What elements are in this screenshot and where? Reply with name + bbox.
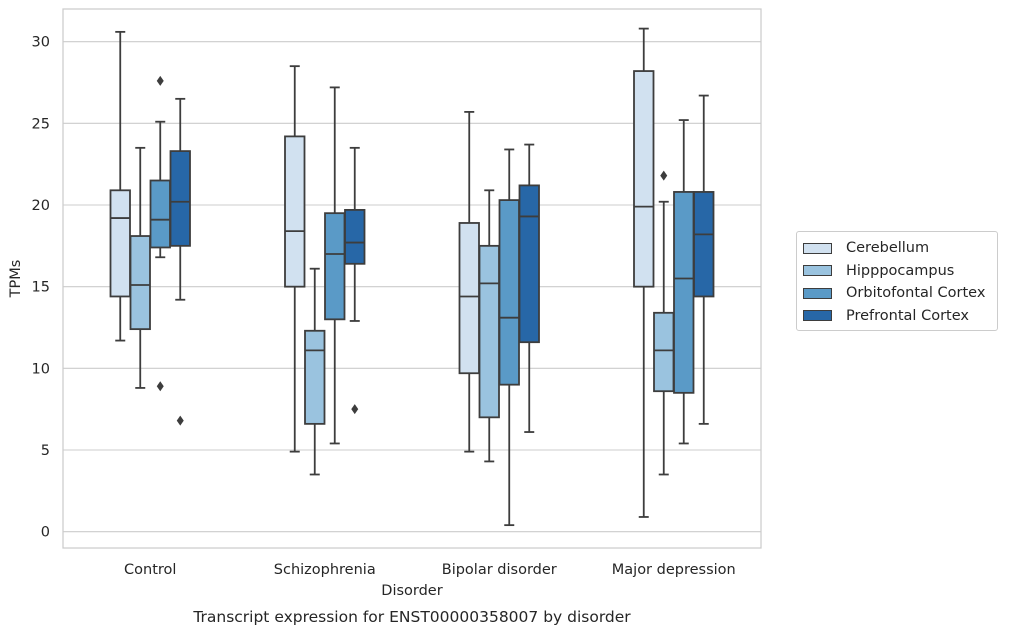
box-group	[324, 86, 346, 445]
box-iqr	[458, 222, 480, 375]
legend: Cerebellum Hipppocampus Orbitofontal Cor…	[796, 231, 998, 331]
y-axis-label: TPMs	[8, 260, 24, 299]
y-tick-label: 25	[32, 116, 50, 132]
box-group	[478, 189, 500, 463]
legend-label-orbitofrontal-cortex: Orbitofontal Cortex	[846, 285, 986, 302]
box-iqr	[324, 212, 346, 321]
box-group	[304, 267, 326, 476]
box-iqr	[109, 189, 131, 298]
legend-swatch-prefrontal-cortex	[803, 310, 832, 322]
box-group	[458, 111, 480, 453]
box-group	[169, 97, 191, 426]
box-group	[653, 170, 675, 476]
legend-label-prefrontal-cortex: Prefrontal Cortex	[846, 307, 969, 324]
box-group	[149, 75, 171, 392]
box-iqr	[149, 179, 171, 249]
outlier-point	[156, 75, 164, 86]
outlier-point	[156, 381, 164, 392]
box-group	[693, 94, 715, 425]
x-tick-label: Major depression	[612, 562, 736, 578]
box-group	[673, 119, 695, 445]
y-tick-label: 30	[32, 35, 50, 51]
legend-item-prefrontal-cortex: Prefrontal Cortex	[797, 305, 997, 328]
box-group	[344, 146, 366, 415]
x-tick-label: Schizophrenia	[274, 562, 376, 578]
gridlines	[63, 41, 761, 533]
legend-label-hippocampus: Hipppocampus	[846, 262, 955, 279]
box-group	[498, 148, 520, 527]
legend-swatch-hippocampus	[803, 265, 832, 277]
legend-swatch-orbitofrontal-cortex	[803, 287, 832, 299]
legend-item-hippocampus: Hipppocampus	[797, 260, 997, 283]
box-group	[129, 146, 151, 389]
box-iqr	[653, 311, 675, 393]
box-iqr	[673, 191, 695, 394]
outlier-point	[176, 415, 184, 426]
box-group	[518, 143, 540, 433]
chart-title: Transcript expression for ENST0000035800…	[192, 608, 631, 626]
y-tick-label: 5	[41, 443, 50, 459]
x-tick-label: Control	[124, 562, 176, 578]
y-tick-label: 15	[32, 280, 50, 296]
box-iqr	[693, 191, 715, 298]
box-group	[109, 30, 131, 342]
box-groups	[109, 27, 715, 527]
box-iqr	[129, 235, 151, 331]
y-tick-label: 0	[41, 525, 50, 541]
box-iqr	[344, 208, 366, 265]
box-group	[284, 65, 306, 453]
box-iqr	[478, 244, 500, 419]
box-group	[633, 27, 655, 518]
box-iqr	[169, 150, 191, 247]
x-tick-label: Bipolar disorder	[442, 562, 557, 578]
outlier-point	[660, 170, 668, 181]
legend-label-cerebellum: Cerebellum	[846, 240, 930, 257]
axes: 0 5 10 15 20 25 30 Control Schizophrenia Bipolar …	[32, 8, 762, 578]
y-tick-label: 10	[32, 361, 50, 377]
plot-frame	[62, 8, 762, 549]
box-iqr	[633, 70, 655, 288]
legend-swatch-cerebellum	[803, 242, 832, 254]
x-axis-label: Disorder	[381, 583, 442, 599]
box-iqr	[284, 135, 306, 288]
legend-item-orbitofrontal-cortex: Orbitofontal Cortex	[797, 282, 997, 305]
box-iqr	[518, 184, 540, 344]
y-tick-label: 20	[32, 198, 50, 214]
box-iqr	[304, 329, 326, 425]
outlier-point	[351, 404, 359, 415]
legend-item-cerebellum: Cerebellum	[797, 237, 997, 260]
box-iqr	[498, 199, 520, 386]
